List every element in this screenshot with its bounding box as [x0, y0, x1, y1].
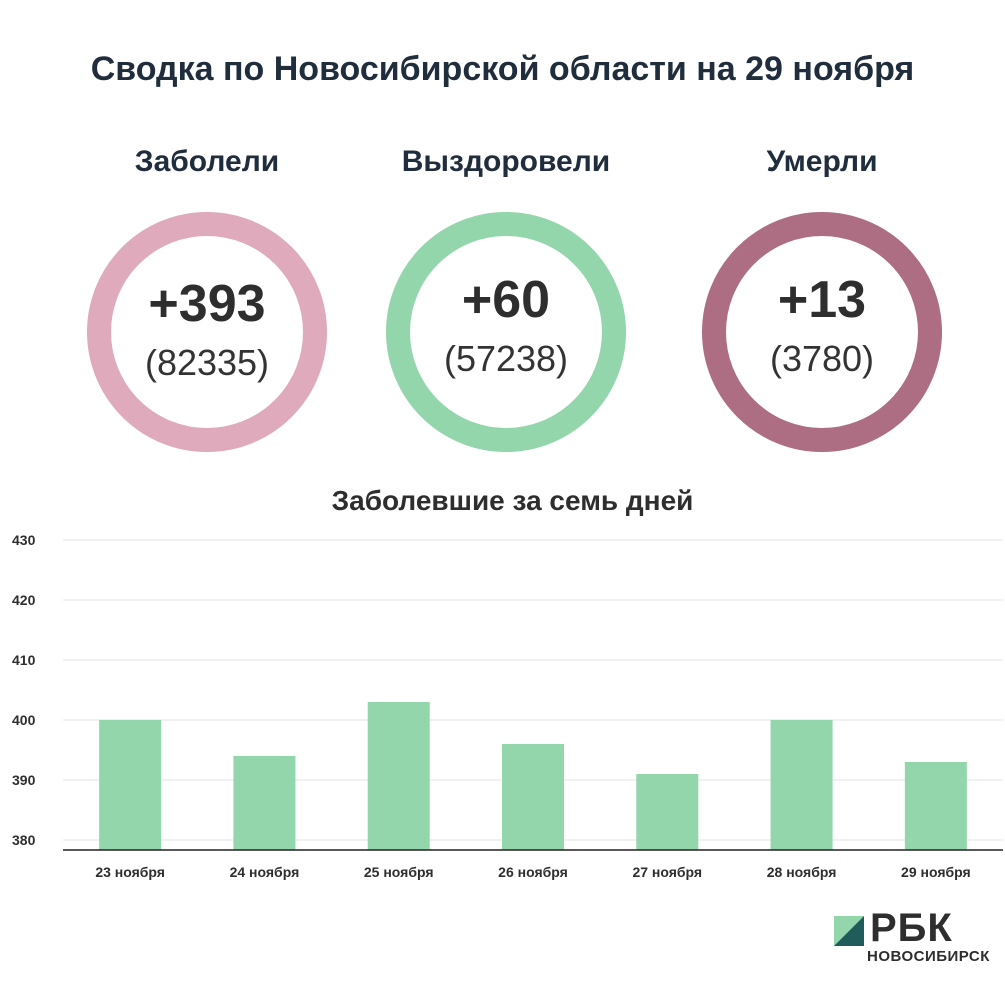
stat-deaths-ring: +13 (3780)	[702, 212, 942, 452]
stat-recovered: Выздоровели +60 (57238)	[376, 145, 636, 452]
x-tick-label: 29 ноября	[901, 864, 971, 880]
stat-deaths-delta: +13	[777, 271, 867, 329]
rbc-logo-mark-icon	[834, 916, 864, 946]
stat-infected-delta: +393	[148, 275, 266, 333]
y-tick-label: 410	[12, 652, 36, 668]
stat-recovered-ring: +60 (57238)	[386, 212, 626, 452]
stat-recovered-label: Выздоровели	[401, 145, 611, 178]
ring-circle	[702, 212, 942, 452]
bar	[770, 720, 833, 850]
x-tick-label: 28 ноября	[767, 864, 837, 880]
chart-title: Заболевшие за семь дней	[331, 485, 694, 516]
stat-infected-ring: +393 (82335)	[87, 212, 327, 452]
stat-infected-total: (82335)	[144, 342, 270, 383]
stat-infected-label: Заболели	[134, 145, 280, 178]
bar	[502, 744, 564, 850]
y-tick-label: 400	[12, 712, 36, 728]
bar-chart: 380 390 400 410 420 430 23 ноября 24 ноября 25 н…	[12, 532, 1003, 880]
stat-infected: Заболели +393 (82335)	[77, 145, 337, 452]
bar	[367, 702, 430, 850]
y-tick-label: 430	[12, 532, 36, 548]
rbc-logo-subtitle: НОВОСИБИРСК	[867, 948, 990, 965]
x-tick-label: 23 ноября	[95, 864, 165, 880]
stat-recovered-total: (57238)	[443, 338, 569, 379]
x-tick-label: 24 ноября	[230, 864, 300, 880]
ring-circle	[386, 212, 626, 452]
bar	[904, 762, 967, 850]
page-title: Сводка по Новосибирской области на 29 но…	[90, 50, 915, 88]
stat-deaths: Умерли +13 (3780)	[692, 145, 952, 452]
bar	[233, 756, 296, 850]
x-tick-label: 27 ноября	[632, 864, 702, 880]
rbc-logo-text: РБК	[870, 906, 953, 950]
stat-deaths-label: Умерли	[766, 145, 878, 178]
y-tick-label: 390	[12, 772, 36, 788]
y-tick-label: 420	[12, 592, 36, 608]
bar	[636, 774, 699, 850]
stat-deaths-total: (3780)	[769, 338, 875, 379]
y-tick-label: 380	[12, 832, 36, 848]
x-tick-label: 25 ноября	[364, 864, 434, 880]
x-tick-label: 26 ноября	[498, 864, 568, 880]
stat-recovered-delta: +60	[461, 271, 551, 329]
bar	[99, 720, 162, 850]
rbc-logo: РБК НОВОСИБИРСК	[834, 906, 999, 968]
